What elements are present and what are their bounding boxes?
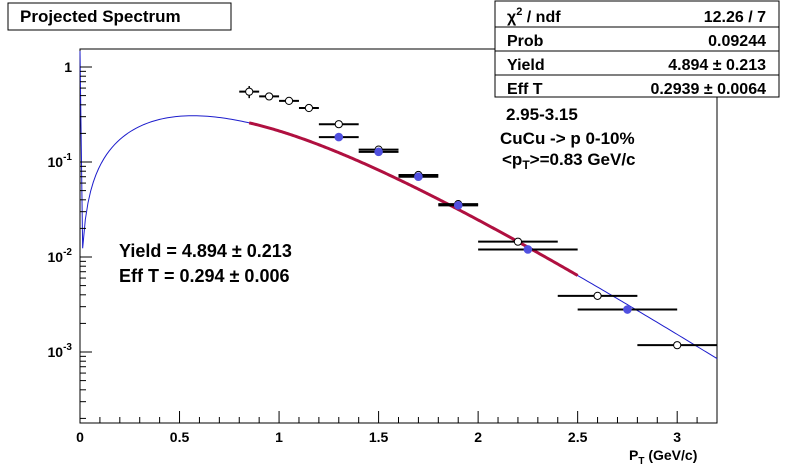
- stats-value: 0.2939 ± 0.0064: [650, 81, 766, 98]
- point-marker: [374, 147, 383, 157]
- x-tick-label: 2: [474, 429, 482, 445]
- point-marker: [523, 245, 533, 254]
- open-data-point: [298, 103, 319, 113]
- chart-title: Projected Spectrum: [20, 7, 181, 26]
- y-tick-label: 10-3: [48, 342, 73, 360]
- efft-annotation: Eff T = 0.294 ± 0.006: [119, 266, 289, 286]
- stats-label: Yield: [507, 57, 545, 74]
- filled-data-point: [318, 132, 359, 142]
- stats-label: Prob: [507, 33, 544, 50]
- filled-data-point: [478, 245, 578, 254]
- title-box: Projected Spectrum: [7, 2, 232, 31]
- point-marker: [513, 237, 523, 246]
- x-tick-label: 3: [673, 429, 681, 445]
- plot-frame: [79, 48, 718, 424]
- point-marker: [623, 305, 632, 314]
- x-tick-label: 1.5: [369, 429, 389, 445]
- x-tick-label: 2.5: [568, 429, 588, 445]
- stats-value: 4.894 ± 0.213: [668, 57, 766, 74]
- stats-rows: χ2 / ndf 12.26 / 7 Prob 0.09244 Yield 4.894 ±…: [495, 6, 779, 98]
- y-tick-label: 10-1: [48, 152, 73, 170]
- x-axis-ticks: 0 0.5 1 1.5 2 2.5 3: [76, 411, 718, 445]
- filled-data-point: [398, 172, 439, 182]
- info-line-system: CuCu -> p 0-10%: [500, 129, 635, 148]
- filled-data-point: [438, 201, 479, 210]
- point-marker: [593, 291, 602, 300]
- stats-value: 12.26 / 7: [704, 9, 766, 26]
- point-marker: [334, 132, 344, 142]
- info-line-range: 2.95-3.15: [506, 105, 578, 124]
- point-marker: [334, 120, 343, 129]
- filled-data-point: [358, 147, 399, 157]
- filled-data-point: [577, 305, 678, 314]
- stats-label: Eff T: [507, 81, 543, 98]
- x-tick-label: 1: [275, 429, 283, 445]
- point-marker: [304, 103, 314, 113]
- point-marker: [673, 341, 682, 350]
- x-tick-label: 0.5: [170, 429, 190, 445]
- open-data-point: [557, 291, 638, 300]
- data-series: [239, 86, 717, 350]
- stats-value: 0.09244: [708, 33, 766, 50]
- point-marker: [284, 96, 294, 105]
- info-annotation: 2.95-3.15 CuCu -> p 0-10% <pT>=0.83 GeV/…: [500, 105, 636, 172]
- info-line-meanpt: <pT>=0.83 GeV/c: [502, 150, 636, 172]
- x-tick-label: 0: [76, 429, 84, 445]
- y-axis-ticks: 1 10-1 10-2 10-3: [48, 59, 92, 419]
- stats-box: χ2 / ndf 12.26 / 7 Prob 0.09244 Yield 4.894 ±…: [494, 0, 780, 98]
- open-data-point: [478, 237, 558, 246]
- fit-result-annotation: Yield = 4.894 ± 0.213 Eff T = 0.294 ± 0.…: [119, 241, 292, 286]
- stats-box-frame: [494, 0, 780, 98]
- open-data-point: [279, 96, 299, 105]
- open-data-point: [259, 92, 280, 101]
- yield-annotation: Yield = 4.894 ± 0.213: [119, 241, 292, 261]
- fit-range-curve: [248, 121, 579, 277]
- x-axis-label: PT (GeV/c): [629, 447, 697, 467]
- open-data-point: [637, 341, 717, 350]
- open-data-point: [239, 86, 260, 99]
- y-tick-label: 1: [64, 59, 72, 75]
- open-data-point: [318, 120, 359, 129]
- title-box-frame: [7, 2, 232, 31]
- point-marker: [453, 201, 463, 210]
- y-tick-label: 10-2: [48, 247, 73, 265]
- stats-label: χ2 / ndf: [507, 6, 561, 26]
- point-marker: [414, 172, 423, 182]
- point-marker: [245, 87, 254, 96]
- point-marker: [265, 92, 274, 101]
